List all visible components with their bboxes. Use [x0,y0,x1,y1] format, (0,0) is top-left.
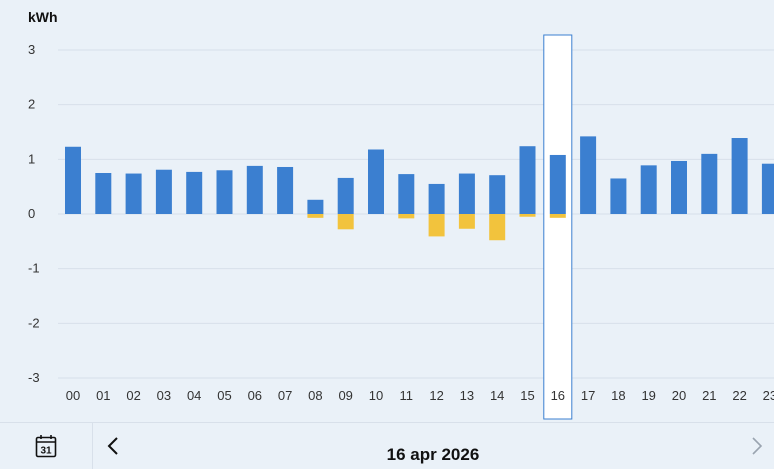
consumption-bar[interactable] [398,174,415,214]
gridlines [58,49,774,379]
consumption-bar[interactable] [701,153,718,214]
consumption-bar[interactable] [671,160,687,214]
x-tick-label[interactable]: 01 [96,388,110,403]
x-axis-ticks: 00 01 02 03 04 05 06 07 08 09 10 11 12 13 14 15 16 17 18 19… [66,388,774,403]
x-tick-label[interactable]: 22 [732,388,746,403]
consumption-bar[interactable] [519,146,536,214]
consumption-bar[interactable] [155,169,172,214]
x-tick-label[interactable]: 08 [308,388,322,403]
x-tick-label[interactable]: 12 [429,388,443,403]
consumption-bar[interactable] [761,163,774,214]
y-tick-label: -1 [28,261,40,276]
consumption-bar[interactable] [125,173,142,214]
y-tick-label: -3 [28,370,40,385]
x-tick-label[interactable]: 21 [702,388,716,403]
consumption-bar[interactable] [580,136,597,214]
production-bar[interactable] [458,214,475,229]
calendar-icon: 31 [35,435,57,458]
y-tick-label: 2 [28,97,35,112]
production-bar[interactable] [519,214,536,217]
x-tick-label[interactable]: 23 [763,388,774,403]
x-tick-label[interactable]: 17 [581,388,595,403]
calendar-day-number: 31 [40,446,52,457]
x-tick-label[interactable]: 09 [338,388,352,403]
calendar-button[interactable]: 31 [0,423,93,469]
x-tick-label[interactable]: 16 [551,388,565,403]
x-tick-label[interactable]: 19 [641,388,655,403]
production-bar[interactable] [307,214,324,218]
consumption-bar[interactable] [95,173,112,214]
consumption-bar[interactable] [186,171,203,214]
x-tick-label[interactable]: 20 [672,388,686,403]
previous-day-button[interactable] [98,431,128,461]
consumption-bar[interactable] [277,166,294,214]
x-tick-label[interactable]: 18 [611,388,625,403]
x-tick-label[interactable]: 04 [187,388,201,403]
energy-chart: kWh 3 2 1 0 -1 -2 -3 00 01 02 03 04 05 06 07 08 09 10 11 1… [28,9,774,420]
production-bar[interactable] [549,214,566,218]
selected-hour-highlight [543,34,573,420]
y-axis-unit-label: kWh [28,9,58,25]
production-bar[interactable] [398,214,415,219]
x-tick-label[interactable]: 07 [278,388,292,403]
x-tick-label[interactable]: 06 [248,388,262,403]
consumption-bar[interactable] [549,154,566,214]
consumption-bar[interactable] [65,146,81,214]
production-bar[interactable] [428,214,445,237]
consumption-bar[interactable] [610,178,627,214]
consumption-bar[interactable] [731,138,748,214]
x-tick-label[interactable]: 15 [520,388,534,403]
x-tick-label[interactable]: 10 [369,388,383,403]
consumption-bar[interactable] [489,175,506,214]
x-tick-label[interactable]: 13 [460,388,474,403]
bars [65,34,774,420]
consumption-bar[interactable] [368,149,384,214]
consumption-bar[interactable] [246,165,263,214]
x-tick-label[interactable]: 00 [66,388,80,403]
x-tick-label[interactable]: 05 [217,388,231,403]
production-bar[interactable] [489,214,506,241]
y-axis-ticks: 3 2 1 0 -1 -2 -3 [28,42,40,385]
consumption-bar[interactable] [307,199,324,214]
consumption-bar[interactable] [428,183,445,214]
y-tick-label: 3 [28,42,35,57]
next-day-button[interactable] [742,431,772,461]
x-tick-label[interactable]: 14 [490,388,504,403]
consumption-bar[interactable] [337,177,354,214]
chevron-left-icon [107,437,118,455]
selected-date: 16 apr 2026 [386,445,480,464]
y-tick-label: 0 [28,206,35,221]
date-navigation-bar: 31 16 apr 2026 [0,422,774,469]
consumption-bar[interactable] [458,173,475,214]
production-bar[interactable] [337,214,354,230]
x-tick-label[interactable]: 11 [400,388,414,403]
y-tick-label: 1 [28,151,35,166]
chevron-right-icon [752,437,763,455]
consumption-bar[interactable] [216,170,233,214]
y-tick-label: -2 [28,315,40,330]
x-tick-label[interactable]: 03 [157,388,171,403]
consumption-bar[interactable] [640,165,657,214]
x-tick-label[interactable]: 02 [126,388,140,403]
